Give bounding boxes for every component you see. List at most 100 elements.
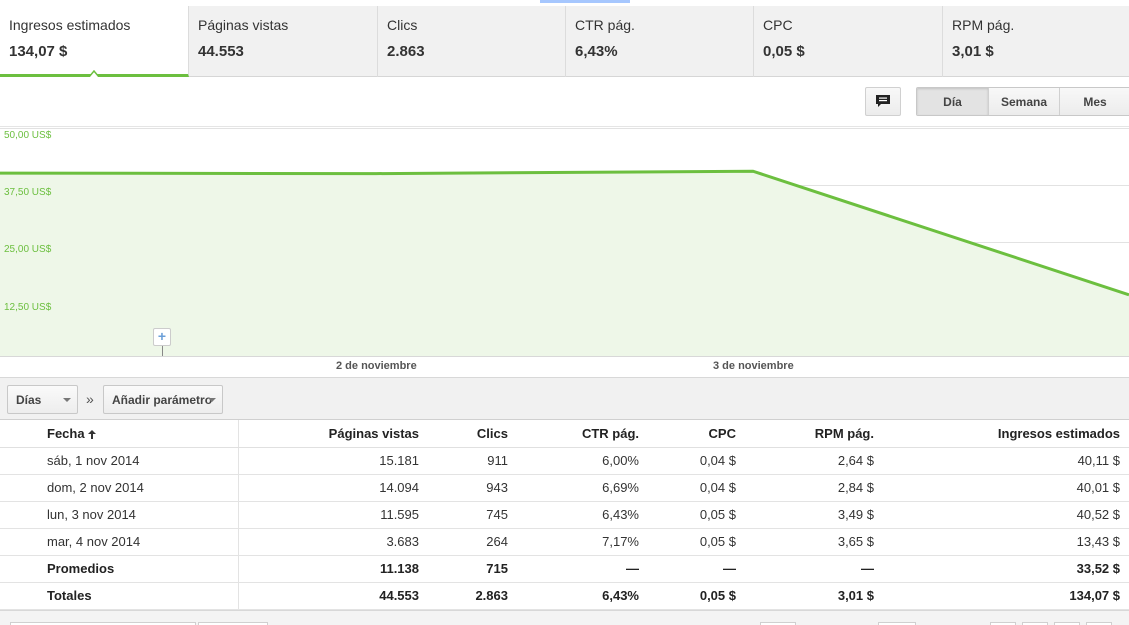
cell-ctr: — [516, 555, 647, 583]
cell-cpc: — [647, 555, 744, 583]
table-row: mar, 4 nov 2014 3.683 264 7,17% 0,05 $3,65 $… [0, 528, 1129, 556]
metric-value: 134,07 $ [9, 43, 68, 60]
metric-tab-ingresos[interactable]: Ingresos estimados 134,07 $ [0, 6, 189, 77]
cell-pageviews: 11.595 [238, 501, 427, 529]
separator: » [86, 391, 94, 407]
add-parameter-label: Añadir parámetro [112, 392, 213, 407]
metric-value: 6,43% [575, 43, 618, 60]
cell-clicks: 745 [427, 501, 516, 529]
cell-ctr: 6,43% [516, 582, 647, 610]
cell-date: lun, 3 nov 2014 [0, 501, 239, 529]
cell-clicks: 264 [427, 528, 516, 556]
column-header-ctr[interactable]: CTR pág. [516, 420, 647, 448]
summary-row: Totales 44.553 2.863 6,43% 0,05 $3,01 $134,0… [0, 582, 1129, 610]
cell-pageviews: 11.138 [238, 555, 427, 583]
y-tick-label: 12,50 US$ [4, 302, 52, 313]
footer-control[interactable] [198, 622, 268, 625]
metric-label: CPC [763, 17, 793, 33]
column-header-pageviews[interactable]: Páginas vistas [238, 420, 427, 448]
metric-tab-clics[interactable]: Clics 2.863 [378, 6, 566, 77]
period-selector: Día Semana Mes [916, 87, 1129, 116]
footer-control[interactable] [10, 622, 196, 625]
metric-tab-rpm[interactable]: RPM pág. 3,01 $ [943, 6, 1129, 77]
data-point[interactable] [372, 170, 380, 178]
footer-control[interactable] [760, 622, 796, 625]
chart-canvas [0, 128, 1129, 357]
chart-controls: Día Semana Mes [0, 77, 1129, 127]
cell-cpc: 0,05 $ [647, 582, 744, 610]
column-header-date[interactable]: Fecha [0, 420, 239, 448]
cell-cpc: 0,04 $ [647, 474, 744, 502]
cell-date: mar, 4 nov 2014 [0, 528, 239, 556]
cell-revenue: 40,11 $ [882, 447, 1129, 475]
cell-clicks: 2.863 [427, 582, 516, 610]
column-header-revenue[interactable]: Ingresos estimados [882, 420, 1129, 448]
metric-tabs: Ingresos estimados 134,07 $ Páginas vist… [0, 6, 1129, 77]
cell-revenue: 134,07 $ [882, 582, 1129, 610]
metric-label: Clics [387, 17, 418, 33]
cell-rpm: 3,01 $ [744, 582, 882, 610]
cell-ctr: 6,00% [516, 447, 647, 475]
footer-control[interactable] [878, 622, 916, 625]
loading-indicator [540, 0, 630, 3]
cell-ctr: 6,43% [516, 501, 647, 529]
cell-ctr: 7,17% [516, 528, 647, 556]
metric-tab-paginas-vistas[interactable]: Páginas vistas 44.553 [189, 6, 378, 77]
active-tab-caret-icon [89, 70, 99, 77]
cell-cpc: 0,05 $ [647, 528, 744, 556]
table-row: lun, 3 nov 2014 11.595 745 6,43% 0,05 $3,49 … [0, 501, 1129, 529]
cell-rpm: 3,49 $ [744, 501, 882, 529]
cell-date: Totales [0, 582, 239, 610]
plus-icon: + [157, 328, 167, 344]
report-table: Fecha Páginas vistas Clics CTR pág. CPC … [0, 420, 1129, 610]
comment-icon [876, 95, 890, 107]
cell-revenue: 40,52 $ [882, 501, 1129, 529]
add-parameter-dropdown[interactable]: Añadir parámetro [103, 385, 223, 414]
cell-date: Promedios [0, 555, 239, 583]
footer-control[interactable] [1086, 622, 1112, 625]
footer-control[interactable] [1022, 622, 1048, 625]
sort-ascending-icon [87, 429, 96, 439]
dimension-dropdown[interactable]: Días [7, 385, 78, 414]
metric-value: 44.553 [198, 43, 244, 60]
period-week-button[interactable]: Semana [988, 88, 1059, 115]
metric-tab-cpc[interactable]: CPC 0,05 $ [754, 6, 943, 77]
cell-pageviews: 14.094 [238, 474, 427, 502]
column-header-clicks[interactable]: Clics [427, 420, 516, 448]
period-month-button[interactable]: Mes [1059, 88, 1129, 115]
table-footer [0, 610, 1129, 625]
cell-revenue: 40,01 $ [882, 474, 1129, 502]
cell-clicks: 943 [427, 474, 516, 502]
cell-cpc: 0,05 $ [647, 501, 744, 529]
cell-ctr: 6,69% [516, 474, 647, 502]
column-header-cpc[interactable]: CPC [647, 420, 744, 448]
cell-pageviews: 15.181 [238, 447, 427, 475]
metric-value: 0,05 $ [763, 43, 805, 60]
annotations-button[interactable] [865, 87, 901, 116]
table-row: dom, 2 nov 2014 14.094 943 6,69% 0,04 $2,84 … [0, 474, 1129, 502]
add-annotation-button[interactable]: + [153, 328, 171, 346]
series-area [0, 171, 1129, 356]
cell-date: dom, 2 nov 2014 [0, 474, 239, 502]
cell-rpm: — [744, 555, 882, 583]
table-header-row: Fecha Páginas vistas Clics CTR pág. CPC … [0, 420, 1129, 448]
top-strip [0, 0, 1129, 6]
data-point[interactable] [749, 167, 757, 175]
metric-value: 2.863 [387, 43, 425, 60]
footer-control[interactable] [1054, 622, 1080, 625]
cell-date: sáb, 1 nov 2014 [0, 447, 239, 475]
cell-pageviews: 3.683 [238, 528, 427, 556]
cell-clicks: 715 [427, 555, 516, 583]
cell-rpm: 2,84 $ [744, 474, 882, 502]
x-tick-label: 3 de noviembre [713, 360, 794, 372]
footer-control[interactable] [990, 622, 1016, 625]
cell-pageviews: 44.553 [238, 582, 427, 610]
period-day-button[interactable]: Día [917, 88, 988, 115]
metric-label: Páginas vistas [198, 17, 289, 33]
metric-tab-ctr[interactable]: CTR pág. 6,43% [566, 6, 754, 77]
dimension-label: Días [16, 392, 42, 407]
cell-rpm: 2,64 $ [744, 447, 882, 475]
chevron-down-icon [208, 398, 216, 402]
y-tick-label: 25,00 US$ [4, 244, 52, 255]
column-header-rpm[interactable]: RPM pág. [744, 420, 882, 448]
